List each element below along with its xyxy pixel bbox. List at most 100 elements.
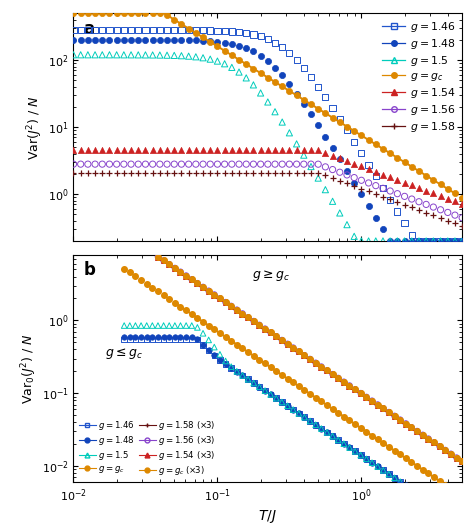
Point [228,40,236,48]
Point [255,383,263,391]
Point [336,155,344,164]
Point [210,351,218,360]
Point [368,396,376,405]
Point [70,36,77,44]
Point [323,428,331,437]
Point [127,50,135,59]
Point [295,409,302,418]
Point [178,168,185,176]
Point [99,9,106,17]
Point [391,474,398,482]
Point [307,100,315,109]
Point [91,146,99,155]
Point [284,402,292,410]
Point [307,162,315,171]
Point [350,232,358,241]
Point [343,122,351,131]
Point [307,160,315,169]
Point [261,324,269,333]
Point [135,36,142,44]
Point [380,466,387,474]
Point [393,207,401,216]
Point [295,382,302,391]
Point [300,160,308,169]
Point [120,332,128,341]
Point [408,231,416,239]
Point [408,423,415,431]
Point [365,187,373,196]
Point [239,371,246,379]
Point [380,466,387,474]
Point [372,214,380,222]
Point [250,317,257,325]
Point [312,393,319,402]
Point [214,38,221,46]
Point [255,383,263,391]
Point [84,168,91,176]
Point [182,321,190,330]
Point [415,237,423,245]
Point [242,60,250,68]
Point [413,462,421,470]
Point [372,181,380,190]
Point [312,359,319,367]
Point [429,237,437,245]
Point [171,160,178,169]
Point [368,396,376,405]
Point [154,252,162,261]
Point [216,356,224,364]
Point [453,484,460,492]
Point [210,351,218,360]
Point [267,390,274,399]
Point [156,51,164,59]
Point [120,36,128,44]
Point [453,453,460,462]
Point [393,189,401,198]
Point [106,146,113,155]
Point [343,179,351,188]
Point [323,366,331,375]
Point [228,302,235,310]
Point [385,408,393,417]
Point [143,332,150,341]
Point [132,321,139,330]
Point [385,408,393,417]
Point [165,335,173,343]
Point [214,57,221,65]
Point [264,57,272,65]
Point [91,26,99,34]
Point [396,416,404,424]
Point [329,113,337,122]
Point [205,287,212,295]
Point [156,9,164,17]
Point [314,174,322,182]
Point [106,36,113,44]
Point [379,184,387,192]
Point [205,287,212,295]
Point [214,26,221,35]
Point [289,405,297,414]
Point [335,374,342,382]
Point [177,268,184,276]
Point [242,29,250,37]
Point [77,168,84,176]
Point [261,324,269,333]
Point [182,271,190,280]
Point [365,161,373,169]
Point [113,160,120,169]
Point [199,146,207,155]
Point [156,26,164,34]
Point [222,298,229,306]
Point [379,145,387,153]
Point [199,282,207,291]
Point [221,59,228,68]
Point [329,370,337,378]
Point [160,335,167,343]
Point [207,26,214,35]
Point [70,160,77,169]
Point [163,51,171,59]
Point [350,182,358,190]
Point [278,398,286,406]
Point [363,393,370,401]
Point [192,52,200,61]
